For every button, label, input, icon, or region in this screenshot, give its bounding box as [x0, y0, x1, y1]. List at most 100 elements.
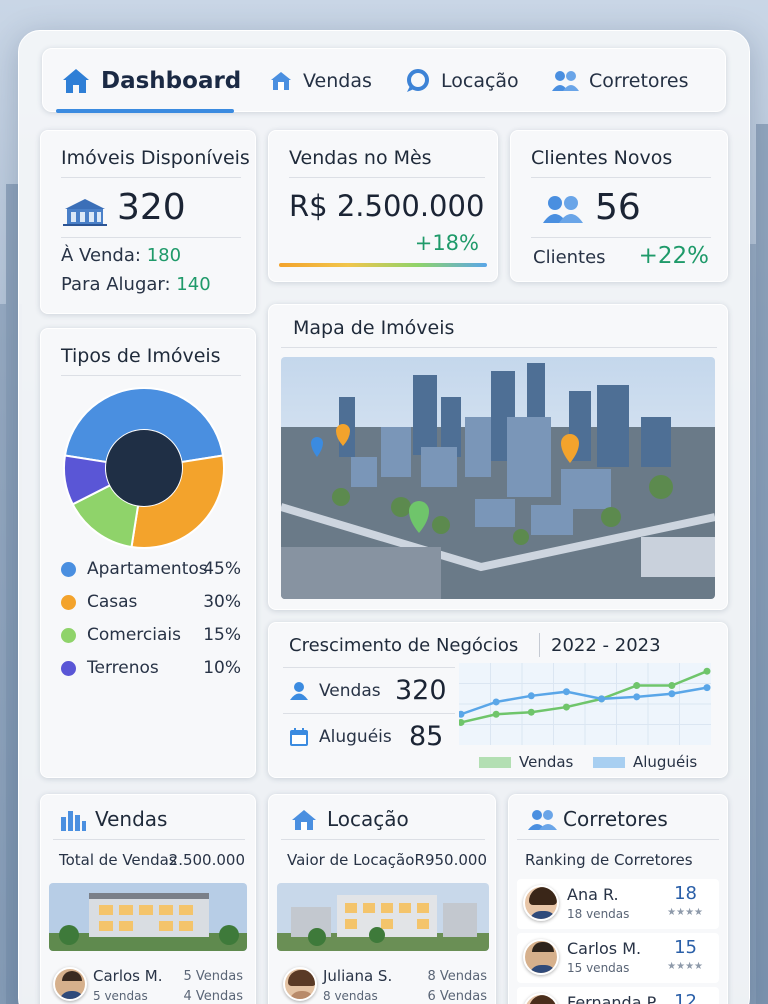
agent-score: 15 — [674, 937, 697, 958]
nav-tab-label: Locação — [441, 70, 519, 92]
legend-label: Vendas — [519, 753, 574, 771]
legend-swatch — [593, 757, 625, 768]
nav-tab-dashboard[interactable]: Dashboard — [61, 49, 241, 113]
legend-dot-casas — [61, 595, 76, 610]
agent-score: 18 — [674, 883, 697, 904]
alugar-label: Para Alugar: — [61, 274, 171, 295]
agent-score: 12 — [674, 991, 697, 1004]
clientes-novos-card: Clientes Novos 56 Clientes +22% — [510, 130, 728, 282]
users-icon — [528, 810, 557, 830]
active-tab-indicator — [56, 109, 234, 113]
users-icon — [543, 196, 583, 223]
data-point — [633, 682, 641, 690]
agent-name: Carlos M. — [567, 939, 642, 958]
legend-value: 30% — [203, 592, 241, 612]
count-line-1: 8 Vendas — [427, 969, 487, 984]
nav-tab-label: Dashboard — [101, 68, 242, 94]
avatar — [523, 939, 559, 975]
data-point — [598, 695, 606, 703]
key-icon — [407, 69, 429, 92]
vendas-label: Vendas — [319, 681, 381, 701]
data-point — [562, 703, 570, 711]
mapa-imoveis-card: Mapa de Imóveis — [268, 304, 728, 610]
data-point — [459, 710, 465, 718]
series-line-vendas — [460, 670, 708, 724]
legend-dot-terrenos — [61, 661, 76, 676]
total-value: R950.000 — [414, 851, 487, 869]
city-map-image[interactable] — [281, 357, 715, 599]
imoveis-disponiveis-card: Imóveis Disponíveis 320 À Venda: 180 Par… — [40, 130, 256, 314]
total-label: Total de Vendas — [59, 851, 177, 869]
nav-tab-corretores[interactable]: Corretores — [551, 49, 689, 113]
bar-chart-icon — [61, 811, 86, 831]
card-title: Corretores — [563, 807, 668, 831]
agent-sub: 8 vendas — [323, 989, 378, 1003]
building-icon — [63, 199, 107, 226]
total-label: Vaior de Locação — [287, 851, 415, 869]
nav-tab-locacao[interactable]: Locação — [405, 49, 519, 113]
data-point — [492, 698, 500, 706]
home-icon — [63, 69, 89, 93]
alugueis-value: 85 — [409, 721, 444, 752]
agent-name: Fernanda P. — [567, 993, 659, 1004]
data-point — [703, 667, 711, 675]
donut-hole — [106, 430, 182, 506]
clientes-label: Clientes — [533, 247, 606, 268]
count-line-2: 6 Vendas — [427, 989, 487, 1004]
map-pin-icon — [311, 424, 579, 533]
avatar — [523, 993, 559, 1004]
data-point — [562, 688, 570, 696]
top-nav: Dashboard Vendas Locação Corretores — [42, 48, 726, 112]
card-title: Vendas — [95, 807, 168, 831]
data-point — [703, 684, 711, 692]
legend-swatch — [479, 757, 511, 768]
vendas-mes-change: +18% — [414, 231, 479, 255]
card-title: Mapa de Imóveis — [293, 317, 455, 339]
agent-sub: 18 vendas — [567, 907, 630, 921]
locacao-card: Locação Vaior de Locação R950.000 Julian… — [268, 794, 496, 1004]
vendas-mes-value: R$ 2.500.000 — [289, 189, 485, 223]
ranking-row[interactable]: Carlos M. 15 vendas 15 ★★★★ — [517, 933, 719, 983]
donut-slice-terrenos — [63, 454, 112, 506]
nav-tab-vendas[interactable]: Vendas — [269, 49, 372, 113]
rating-stars: ★★★★ — [667, 961, 703, 972]
crescimento-period: 2022 - 2023 — [551, 635, 661, 656]
alugar-value: 140 — [176, 274, 211, 295]
data-point — [459, 718, 465, 726]
data-point — [527, 692, 535, 700]
avatar — [283, 967, 317, 1001]
venda-value: 180 — [146, 245, 182, 266]
house-icon — [292, 810, 316, 830]
tipos-imoveis-card: Tipos de Imóveis Apartamentos 45% Casas … — [40, 328, 256, 778]
agent-name: Carlos M. — [93, 967, 163, 985]
clientes-value: 56 — [595, 187, 641, 228]
count-line-2: 4 Vendas — [183, 989, 243, 1004]
total-value: 2.500.000 — [168, 851, 245, 869]
legend-label: Casas — [87, 592, 138, 612]
progress-bar — [279, 263, 487, 267]
series-line-aluguéis — [460, 686, 708, 716]
legend-label: Terrenos — [87, 658, 159, 678]
card-title: Locação — [327, 807, 409, 831]
property-photo[interactable] — [277, 883, 489, 951]
legend-value: 10% — [203, 658, 241, 678]
calendar-icon — [290, 728, 308, 746]
legend-dot-apartamentos — [61, 562, 76, 577]
corretores-card: Corretores Ranking de Corretores Ana R. … — [508, 794, 728, 1004]
ranking-row[interactable]: Fernanda P. 12 — [517, 987, 719, 1004]
venda-label: À Venda: — [61, 245, 141, 266]
card-title: Imóveis Disponíveis — [61, 147, 250, 169]
crescimento-card: Crescimento de Negócios 2022 - 2023 Vend… — [268, 622, 728, 778]
vendas-mes-card: Vendas no Mès R$ 2.500.000 +18% — [268, 130, 498, 282]
legend-label: Apartamentos — [87, 559, 208, 579]
legend-label: Comerciais — [87, 625, 181, 645]
ranking-row[interactable]: Ana R. 18 vendas 18 ★★★★ — [517, 879, 719, 929]
alugueis-label: Aluguéis — [319, 727, 392, 747]
count-line-1: 5 Vendas — [183, 969, 243, 984]
property-photo[interactable] — [49, 883, 247, 951]
imoveis-total: 320 — [117, 187, 186, 228]
data-point — [492, 710, 500, 718]
agent-sub: 5 vendas — [93, 989, 148, 1003]
data-point — [668, 682, 676, 690]
